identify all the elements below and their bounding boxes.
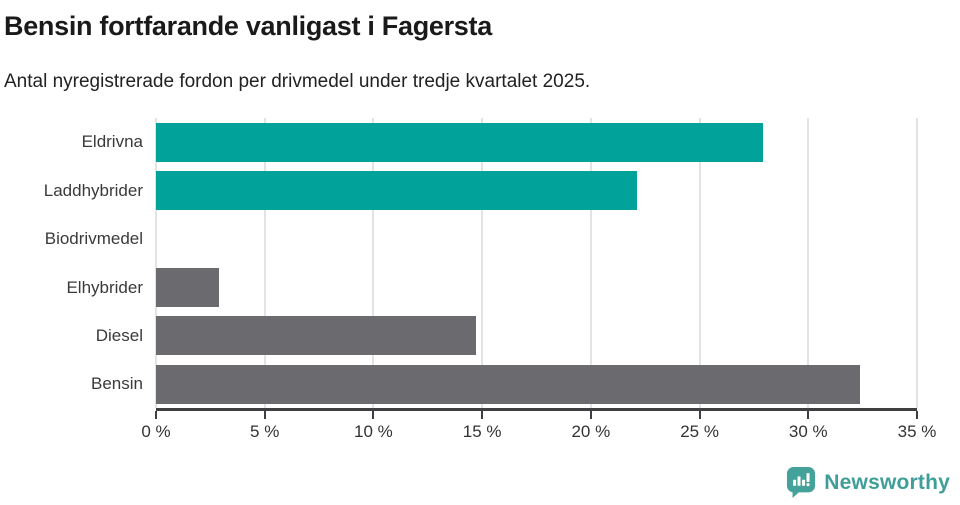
- bar-laddhybrider: [156, 171, 637, 211]
- chart-subtitle: Antal nyregistrerade fordon per drivmede…: [4, 71, 591, 93]
- brand-name[interactable]: Newsworthy: [824, 470, 950, 494]
- axis-tick: [807, 411, 810, 420]
- bar-track: [156, 316, 917, 356]
- axis-tick-label: 5 %: [250, 422, 280, 442]
- bar-row: Diesel: [4, 312, 917, 360]
- axis-tick-label: 20 %: [571, 422, 611, 442]
- bar-row: Elhybrider: [4, 263, 917, 311]
- bar-track: [156, 268, 917, 307]
- bar-diesel: [156, 316, 476, 356]
- axis-tick-label: 25 %: [680, 422, 719, 442]
- axis-tick: [372, 411, 375, 420]
- bar-track: [156, 171, 917, 211]
- category-label: Bensin: [91, 374, 143, 394]
- axis-tick: [589, 411, 592, 420]
- axis-tick-label: 35 %: [897, 422, 937, 442]
- bar-row: Eldrivna: [4, 118, 917, 166]
- bar-rows: Eldrivna Laddhybrider Biodrivmedel Elhybrid…: [4, 118, 917, 408]
- axis-tick: [263, 411, 266, 420]
- axis-line: [156, 408, 917, 412]
- axis-tick-label: 0 %: [141, 422, 171, 442]
- bar-track: [156, 364, 917, 404]
- axis-tick: [481, 411, 484, 420]
- category-label: Laddhybrider: [43, 180, 143, 200]
- category-label: Eldrivna: [81, 132, 143, 152]
- bar-row: Biodrivmedel: [4, 215, 917, 263]
- category-label: Diesel: [95, 325, 143, 345]
- bar-track: [156, 122, 917, 162]
- bar-row: Laddhybrider: [4, 167, 917, 215]
- bar-eldrivna: [156, 122, 763, 162]
- chart-title: Bensin fortfarande vanligast i Fagersta: [4, 11, 492, 41]
- bar-chart: Eldrivna Laddhybrider Biodrivmedel Elhybrid…: [4, 118, 960, 454]
- newsworthy-logo-icon: [787, 467, 816, 498]
- x-axis: 0 % 5 % 10 % 15 % 20 % 25 % 30 % 35 %: [141, 408, 936, 454]
- bar-elhybrider: [156, 268, 220, 307]
- category-label: Elhybrider: [66, 277, 143, 297]
- plot-area: Eldrivna Laddhybrider Biodrivmedel Elhybrid…: [4, 118, 918, 409]
- axis-tick-label: 15 %: [462, 422, 502, 442]
- axis-tick: [155, 411, 157, 420]
- bar-track: [156, 220, 917, 259]
- axis-tick-label: 30 %: [788, 422, 828, 442]
- brand-footer: Newsworthy: [786, 466, 950, 499]
- bar-bensin: [156, 364, 861, 404]
- axis-tick-label: 10 %: [354, 422, 393, 442]
- axis-tick: [698, 411, 701, 420]
- bar-row: Bensin: [4, 360, 917, 408]
- axis-tick: [916, 411, 918, 420]
- category-label: Biodrivmedel: [44, 229, 143, 249]
